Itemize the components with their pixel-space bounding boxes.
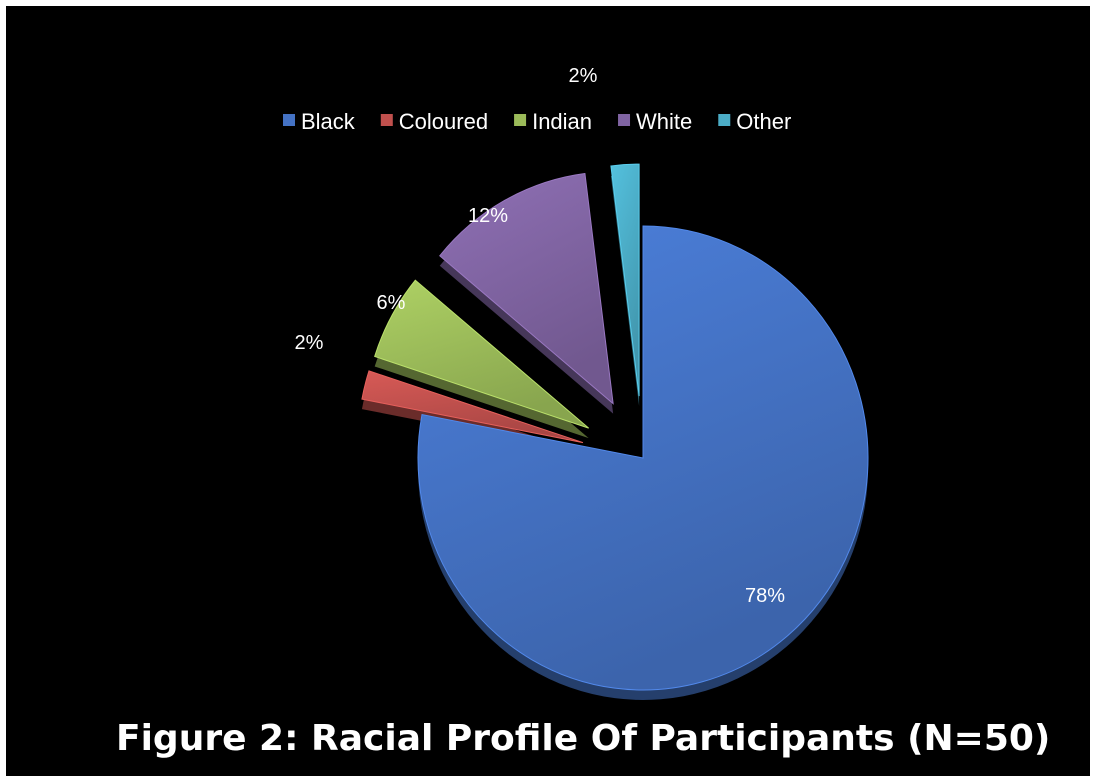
legend-label-other: Other — [736, 109, 791, 134]
pie-slice-white — [439, 172, 614, 405]
legend-label-black: Black — [301, 109, 356, 134]
data-labels: 78% 2% 6% 12% 2% — [295, 65, 786, 607]
pie-slice-black — [417, 225, 869, 691]
figure-caption: Figure 2: Racial Profile Of Participants… — [116, 718, 1051, 759]
legend-label-white: White — [636, 109, 692, 134]
chart-area: 78% 2% 6% 12% 2% Black Coloured Indian White Oth… — [6, 6, 1090, 776]
pie-chart: 78% 2% 6% 12% 2% Black Coloured Indian White Oth… — [283, 65, 869, 701]
legend: Black Coloured Indian White Other — [283, 109, 791, 134]
legend-swatch-indian — [514, 114, 527, 126]
pie-slice-indian — [374, 279, 589, 429]
data-label-indian: 6% — [377, 292, 406, 314]
data-label-other: 2% — [569, 65, 598, 87]
data-label-white: 12% — [468, 205, 508, 227]
pie-slices — [361, 163, 869, 701]
data-label-black: 78% — [745, 585, 785, 607]
data-label-coloured: 2% — [295, 332, 324, 354]
legend-swatch-white — [618, 114, 631, 126]
legend-swatch-black — [283, 114, 295, 126]
legend-swatch-coloured — [380, 114, 393, 126]
legend-label-coloured: Coloured — [399, 109, 488, 134]
pie-slice-coloured — [361, 370, 584, 444]
pie-slice-other — [610, 163, 640, 397]
legend-swatch-other — [718, 114, 731, 126]
legend-label-indian: Indian — [532, 109, 592, 134]
